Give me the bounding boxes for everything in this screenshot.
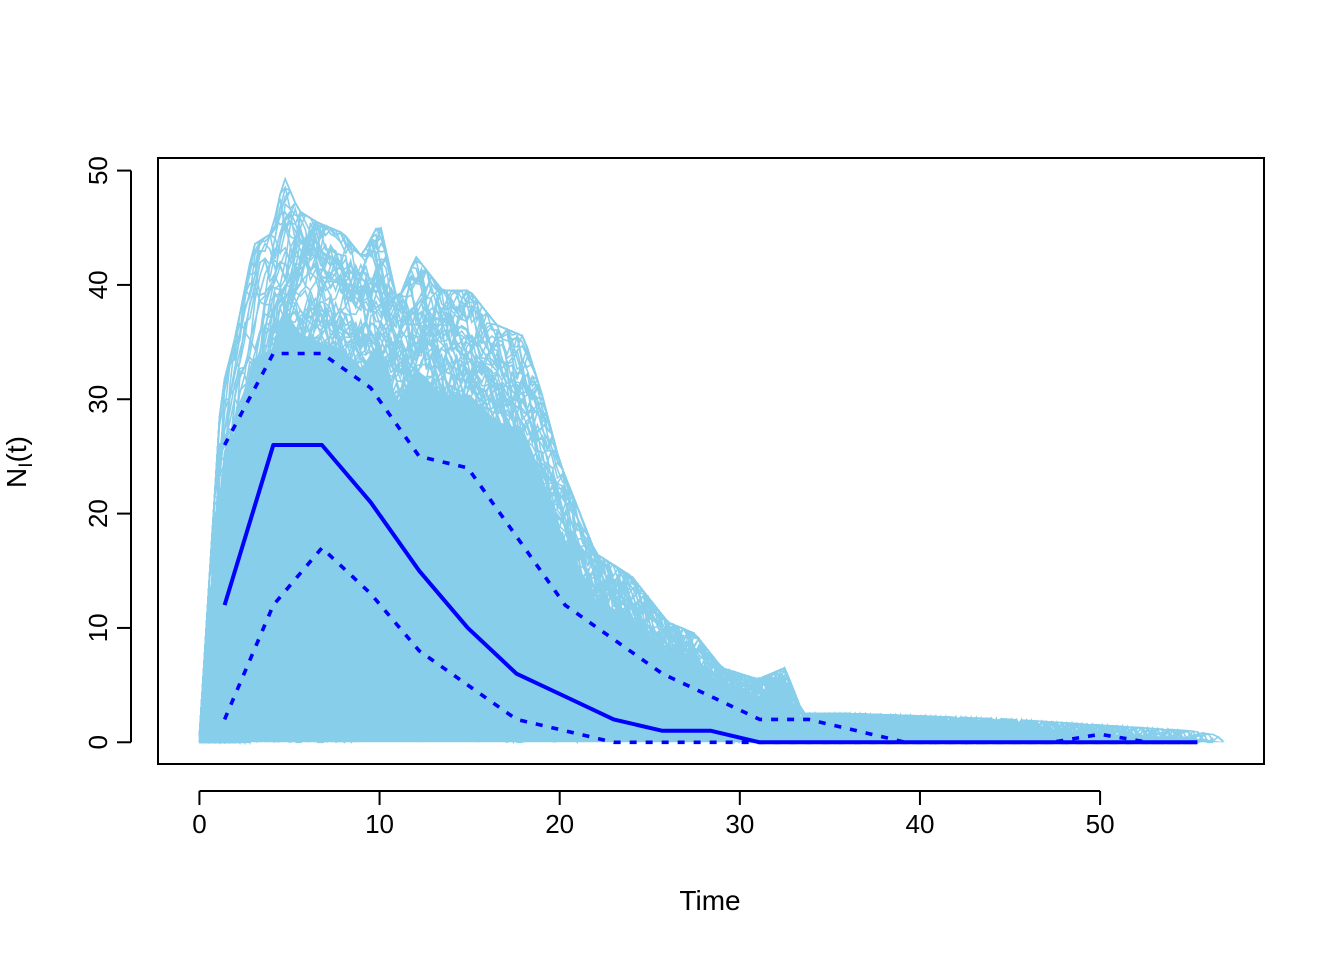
- simulation-trajectory: [353, 654, 464, 738]
- x-axis-title: Time: [679, 885, 740, 916]
- summary-series: [222, 351, 1198, 745]
- simulation-trajectory: [260, 551, 419, 741]
- simulation-trajectory: [345, 584, 472, 743]
- x-tick-label: 10: [365, 809, 394, 839]
- simulation-trajectory: [338, 678, 513, 744]
- simulation-trajectory: [295, 669, 523, 744]
- simulation-trajectory: [199, 311, 856, 744]
- simulation-trajectory: [264, 573, 374, 743]
- x-tick-label: 40: [905, 809, 934, 839]
- x-axis: 0 10 20 30 40 50: [192, 790, 1115, 839]
- simulation-trajectory: [198, 365, 1113, 744]
- simulation-trajectory: [307, 578, 575, 737]
- x-tick-label: 20: [545, 809, 574, 839]
- plot-frame: [157, 157, 1265, 765]
- simulation-trajectory: [294, 583, 480, 743]
- y-tick-label: 0: [83, 735, 113, 749]
- y-tick-label: 50: [83, 156, 113, 185]
- x-tick-label: 50: [1086, 809, 1115, 839]
- simulation-trajectories: [198, 176, 1227, 746]
- simulation-trajectory: [276, 565, 451, 733]
- simulation-trajectory: [307, 692, 520, 744]
- y-tick-label: 30: [83, 385, 113, 414]
- simulation-trajectory: [332, 695, 475, 741]
- simulation-trajectory: [342, 660, 485, 743]
- y-tick-label: 20: [83, 499, 113, 528]
- simulation-trajectory: [198, 398, 851, 745]
- x-tick-label: 0: [192, 809, 206, 839]
- y-tick-label: 40: [83, 270, 113, 299]
- series-lower-quantile: [222, 546, 1198, 745]
- y-axis-title-suffix: (t): [1, 436, 32, 462]
- y-axis: 0 10 20 30 40 50: [83, 156, 132, 750]
- simulation-trajectory: [336, 591, 500, 743]
- simulation-trajectory: [198, 402, 689, 739]
- y-tick-label: 10: [83, 613, 113, 642]
- simulation-trajectory: [273, 665, 420, 743]
- simulation-trajectory: [284, 555, 480, 736]
- simulation-trajectory: [199, 420, 614, 744]
- simulation-trajectory: [288, 550, 550, 743]
- y-axis-title-subscript: I: [16, 462, 37, 467]
- simulation-trajectory: [199, 473, 1209, 745]
- simulation-trajectory: [284, 559, 394, 740]
- simulation-trajectory: [279, 645, 438, 734]
- y-axis-title-main: N: [1, 468, 32, 488]
- x-tick-label: 30: [725, 809, 754, 839]
- y-axis-title: NI(t): [1, 436, 37, 488]
